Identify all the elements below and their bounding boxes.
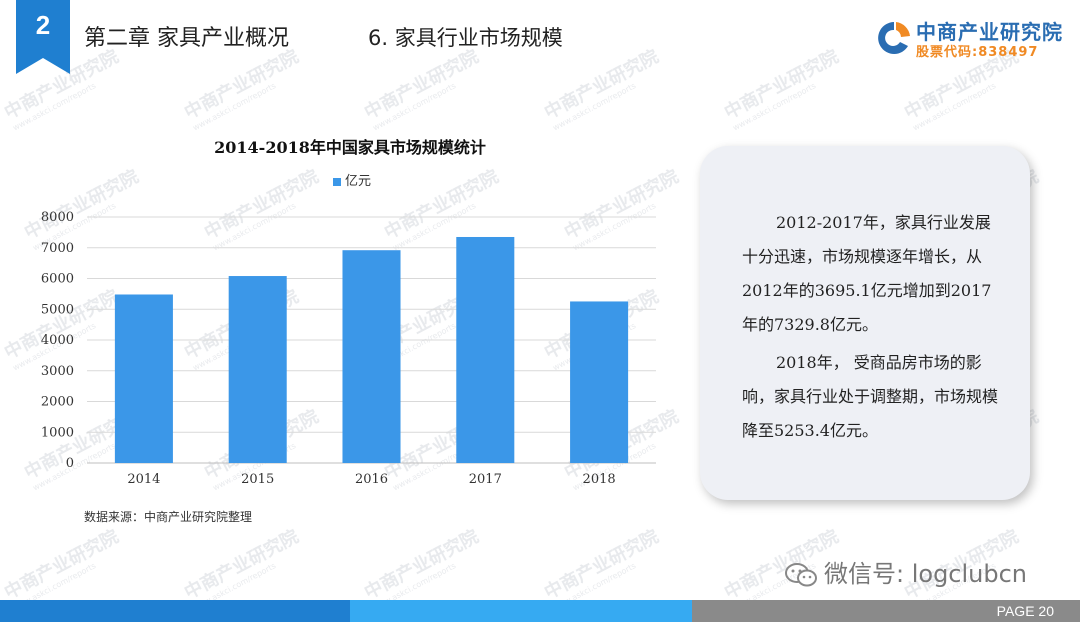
legend-swatch [333,177,341,186]
page-number: PAGE 20 [996,603,1054,619]
y-tick-label: 4000 [41,333,74,348]
bar [342,250,401,463]
y-tick-label: 1000 [41,425,74,440]
chapter-badge: 2 [16,0,70,74]
y-tick-label: 8000 [41,210,74,225]
footer-segment-gray [692,600,1080,622]
logo-name: 中商产业研究院 [916,20,1063,44]
bar [228,276,287,463]
y-tick-label: 6000 [41,272,74,287]
y-tick-label: 7000 [41,241,74,256]
y-tick-label: 5000 [41,302,74,317]
x-tick-label: 2017 [469,472,502,487]
wechat-label: 微信号: logclubcn [824,560,1028,588]
footer-segment-light-blue [350,600,692,622]
x-tick-label: 2016 [355,472,388,487]
wechat-id: 微信号: logclubcn [784,554,1027,589]
chapter-title: 第二章 家具产业概况 [84,26,289,51]
x-tick-label: 2018 [583,472,616,487]
wechat-icon [785,563,817,587]
bar [456,236,515,463]
section-title: 6. 家具行业市场规模 [368,26,563,50]
logo-stock-code: 股票代码:838497 [916,45,1039,60]
summary-paragraph-1: 2012-2017年，家具行业发展十分迅速，市场规模逐年增长，从2012年的36… [742,213,992,334]
y-tick-label: 3000 [41,364,74,379]
y-tick-label: 2000 [41,395,74,410]
bar [570,301,629,463]
logo-mark-icon [878,22,910,54]
summary-paragraph-2: 2018年， 受商品房市场的影响，家具行业处于调整期，市场规模降至5253.4亿… [742,353,999,440]
x-tick-label: 2015 [241,472,274,487]
chart-legend: 亿元 [333,170,371,189]
chapter-number: 2 [35,10,51,40]
company-logo: 中商产业研究院 股票代码:838497 [874,16,1064,62]
legend-label: 亿元 [345,174,372,189]
footer-bar: PAGE 20 [0,600,1080,622]
chart-title: 2014-2018年中国家具市场规模统计 [214,138,486,157]
source-note: 数据来源：中商产业研究院整理 [84,510,253,524]
bar [114,294,173,463]
footer-segment-dark-blue [0,600,350,622]
badge-shape [16,0,70,74]
summary-textbox: 2012-2017年，家具行业发展十分迅速，市场规模逐年增长，从2012年的36… [700,146,1030,500]
x-tick-label: 2014 [127,472,160,487]
y-tick-label: 0 [66,456,74,471]
